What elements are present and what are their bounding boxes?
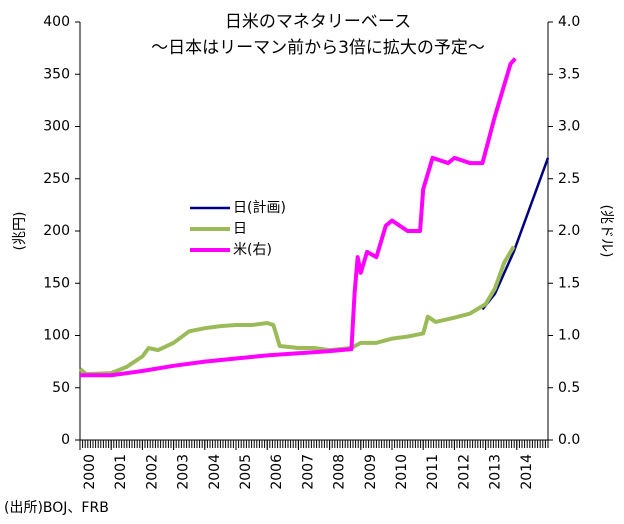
x-tick-label: 2006 [269,454,285,490]
x-tick-label: 2003 [176,454,192,490]
x-tick-label: 2011 [425,454,441,490]
x-tick-label: 2008 [332,454,348,490]
y-axis-label: (兆円) [12,212,28,251]
y2-axis-label: (兆ドル) [598,205,614,258]
y2-tick-label: 4.0 [558,14,580,30]
legend-label: 日(計画) [233,200,286,216]
legend-label: 米(右) [233,242,272,258]
x-tick-label: 2005 [238,454,254,490]
x-tick-label: 2002 [144,454,160,490]
y-tick-label: 50 [52,380,70,396]
x-tick-label: 2001 [113,454,129,490]
x-tick-label: 2014 [519,454,535,490]
x-tick-label: 2010 [394,454,410,490]
y-tick-label: 250 [43,171,70,187]
y2-tick-label: 3.0 [558,119,580,135]
source-note: (出所)BOJ、FRB [4,500,109,516]
x-tick-label: 2007 [300,454,316,490]
x-tick-label: 2012 [456,454,472,490]
y2-tick-label: 2.0 [558,223,580,239]
y-tick-label: 150 [43,275,70,291]
y2-tick-label: 0.0 [558,432,580,448]
y2-tick-label: 2.5 [558,171,580,187]
x-tick-label: 2000 [82,454,98,490]
y-tick-label: 0 [61,432,70,448]
y2-tick-label: 0.5 [558,380,580,396]
x-tick-label: 2009 [363,454,379,490]
series-line [78,245,516,377]
y-tick-label: 300 [43,119,70,135]
y2-tick-label: 3.5 [558,66,580,82]
x-tick-label: 2004 [207,454,223,490]
y-tick-label: 350 [43,66,70,82]
y-tick-label: 400 [43,14,70,30]
y-tick-label: 200 [43,223,70,239]
series-line [80,57,517,378]
legend-label: 日 [233,221,247,237]
series-line [481,157,550,311]
y2-tick-label: 1.5 [558,275,580,291]
y-tick-label: 100 [43,328,70,344]
x-tick-label: 2013 [488,454,504,490]
chart-subtitle: ～日本はリーマン前から3倍に拡大の予定～ [151,38,485,58]
chart-title: 日米のマネタリーベース [225,12,411,32]
y2-tick-label: 1.0 [558,328,580,344]
